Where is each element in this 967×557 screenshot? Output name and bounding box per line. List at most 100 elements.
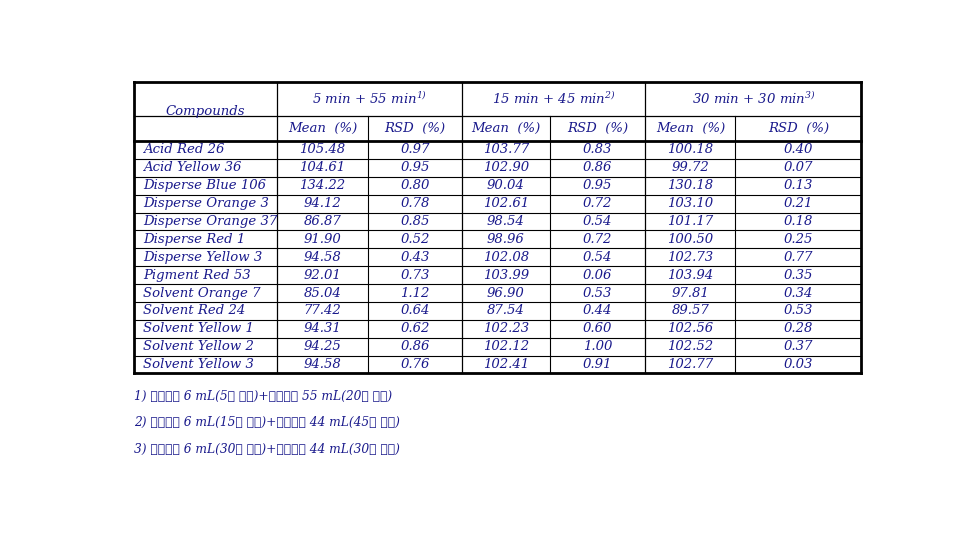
Text: 97.81: 97.81 bbox=[671, 286, 710, 300]
Text: 101.17: 101.17 bbox=[667, 215, 714, 228]
Text: 0.91: 0.91 bbox=[583, 358, 612, 371]
Text: 0.83: 0.83 bbox=[583, 144, 612, 157]
Text: 102.23: 102.23 bbox=[483, 323, 529, 335]
Text: 102.61: 102.61 bbox=[483, 197, 529, 210]
Text: 102.56: 102.56 bbox=[667, 323, 714, 335]
Text: 3) 추출용매 6 mL(30분 추출)+추출용매 44 mL(30분 추출): 3) 추출용매 6 mL(30분 추출)+추출용매 44 mL(30분 추출) bbox=[134, 443, 400, 456]
Text: 102.12: 102.12 bbox=[483, 340, 529, 353]
Text: Solvent Orange 7: Solvent Orange 7 bbox=[143, 286, 261, 300]
Text: 85.04: 85.04 bbox=[304, 286, 341, 300]
Text: 0.44: 0.44 bbox=[583, 305, 612, 317]
Text: 0.53: 0.53 bbox=[783, 305, 813, 317]
Text: 96.90: 96.90 bbox=[486, 286, 524, 300]
Text: Solvent Yellow 2: Solvent Yellow 2 bbox=[143, 340, 254, 353]
Text: 87.54: 87.54 bbox=[486, 305, 524, 317]
Text: 102.41: 102.41 bbox=[483, 358, 529, 371]
Text: 0.86: 0.86 bbox=[400, 340, 429, 353]
Text: 30 min + 30 min$^{\mathregular{3)}}$: 30 min + 30 min$^{\mathregular{3)}}$ bbox=[691, 91, 815, 107]
Text: Disperse Blue 106: Disperse Blue 106 bbox=[143, 179, 266, 192]
Text: 102.73: 102.73 bbox=[667, 251, 714, 264]
Text: RSD  (%): RSD (%) bbox=[567, 122, 629, 135]
Text: 0.97: 0.97 bbox=[400, 144, 429, 157]
Text: 0.72: 0.72 bbox=[583, 197, 612, 210]
Text: 0.37: 0.37 bbox=[783, 340, 813, 353]
Text: 102.90: 102.90 bbox=[483, 162, 529, 174]
Text: 0.53: 0.53 bbox=[583, 286, 612, 300]
Text: 0.80: 0.80 bbox=[400, 179, 429, 192]
Text: Mean  (%): Mean (%) bbox=[656, 122, 725, 135]
Text: 0.18: 0.18 bbox=[783, 215, 813, 228]
Text: 0.40: 0.40 bbox=[783, 144, 813, 157]
Text: RSD  (%): RSD (%) bbox=[768, 122, 829, 135]
Text: 134.22: 134.22 bbox=[300, 179, 345, 192]
Text: 98.54: 98.54 bbox=[486, 215, 524, 228]
Text: 0.86: 0.86 bbox=[583, 162, 612, 174]
Text: 104.61: 104.61 bbox=[300, 162, 345, 174]
Text: 89.57: 89.57 bbox=[671, 305, 710, 317]
Text: 0.43: 0.43 bbox=[400, 251, 429, 264]
Text: Disperse Orange 37: Disperse Orange 37 bbox=[143, 215, 278, 228]
Text: Acid Yellow 36: Acid Yellow 36 bbox=[143, 162, 242, 174]
Text: Compounds: Compounds bbox=[165, 105, 246, 118]
Text: 1.00: 1.00 bbox=[583, 340, 612, 353]
Text: 0.77: 0.77 bbox=[783, 251, 813, 264]
Text: 0.52: 0.52 bbox=[400, 233, 429, 246]
Text: 0.07: 0.07 bbox=[783, 162, 813, 174]
Text: Mean  (%): Mean (%) bbox=[288, 122, 357, 135]
Text: 102.08: 102.08 bbox=[483, 251, 529, 264]
Text: 94.12: 94.12 bbox=[304, 197, 341, 210]
Text: 91.90: 91.90 bbox=[304, 233, 341, 246]
Text: 1.12: 1.12 bbox=[400, 286, 429, 300]
Text: 0.73: 0.73 bbox=[400, 268, 429, 282]
Text: 0.62: 0.62 bbox=[400, 323, 429, 335]
Text: 103.10: 103.10 bbox=[667, 197, 714, 210]
Text: 94.58: 94.58 bbox=[304, 251, 341, 264]
Text: 99.72: 99.72 bbox=[671, 162, 710, 174]
Text: 0.85: 0.85 bbox=[400, 215, 429, 228]
Text: Mean  (%): Mean (%) bbox=[471, 122, 541, 135]
Text: 5 min + 55 min$^{\mathregular{1)}}$: 5 min + 55 min$^{\mathregular{1)}}$ bbox=[311, 91, 426, 107]
Text: 0.35: 0.35 bbox=[783, 268, 813, 282]
Text: 105.48: 105.48 bbox=[300, 144, 345, 157]
Text: Acid Red 26: Acid Red 26 bbox=[143, 144, 224, 157]
Text: 103.99: 103.99 bbox=[483, 268, 529, 282]
Text: 0.34: 0.34 bbox=[783, 286, 813, 300]
Text: 0.21: 0.21 bbox=[783, 197, 813, 210]
Text: 2) 추출용매 6 mL(15분 추출)+추출용매 44 mL(45분 추출): 2) 추출용매 6 mL(15분 추출)+추출용매 44 mL(45분 추출) bbox=[134, 417, 400, 429]
Text: 0.25: 0.25 bbox=[783, 233, 813, 246]
Text: 1) 추출용매 6 mL(5분 추출)+추출용매 55 mL(20분 추출): 1) 추출용매 6 mL(5분 추출)+추출용매 55 mL(20분 추출) bbox=[134, 390, 393, 403]
Text: Disperse Red 1: Disperse Red 1 bbox=[143, 233, 246, 246]
Text: 103.94: 103.94 bbox=[667, 268, 714, 282]
Text: 0.54: 0.54 bbox=[583, 251, 612, 264]
Text: 92.01: 92.01 bbox=[304, 268, 341, 282]
Text: 0.95: 0.95 bbox=[400, 162, 429, 174]
Text: 0.78: 0.78 bbox=[400, 197, 429, 210]
Text: 0.54: 0.54 bbox=[583, 215, 612, 228]
Text: 15 min + 45 min$^{\mathregular{2)}}$: 15 min + 45 min$^{\mathregular{2)}}$ bbox=[492, 91, 615, 107]
Text: Pigment Red 53: Pigment Red 53 bbox=[143, 268, 251, 282]
Text: 0.13: 0.13 bbox=[783, 179, 813, 192]
Text: 94.31: 94.31 bbox=[304, 323, 341, 335]
Text: 0.28: 0.28 bbox=[783, 323, 813, 335]
Text: 102.52: 102.52 bbox=[667, 340, 714, 353]
Text: 102.77: 102.77 bbox=[667, 358, 714, 371]
Text: 0.76: 0.76 bbox=[400, 358, 429, 371]
Text: Solvent Yellow 1: Solvent Yellow 1 bbox=[143, 323, 254, 335]
Text: Solvent Red 24: Solvent Red 24 bbox=[143, 305, 246, 317]
Text: 94.58: 94.58 bbox=[304, 358, 341, 371]
Text: 77.42: 77.42 bbox=[304, 305, 341, 317]
Text: 0.64: 0.64 bbox=[400, 305, 429, 317]
Text: 103.77: 103.77 bbox=[483, 144, 529, 157]
Text: 100.50: 100.50 bbox=[667, 233, 714, 246]
Text: Solvent Yellow 3: Solvent Yellow 3 bbox=[143, 358, 254, 371]
Text: 0.72: 0.72 bbox=[583, 233, 612, 246]
Text: 0.06: 0.06 bbox=[583, 268, 612, 282]
Text: 86.87: 86.87 bbox=[304, 215, 341, 228]
Text: Disperse Yellow 3: Disperse Yellow 3 bbox=[143, 251, 263, 264]
Text: 0.95: 0.95 bbox=[583, 179, 612, 192]
Text: 98.96: 98.96 bbox=[486, 233, 524, 246]
Text: 0.60: 0.60 bbox=[583, 323, 612, 335]
Text: 100.18: 100.18 bbox=[667, 144, 714, 157]
Text: RSD  (%): RSD (%) bbox=[385, 122, 446, 135]
Text: 0.03: 0.03 bbox=[783, 358, 813, 371]
